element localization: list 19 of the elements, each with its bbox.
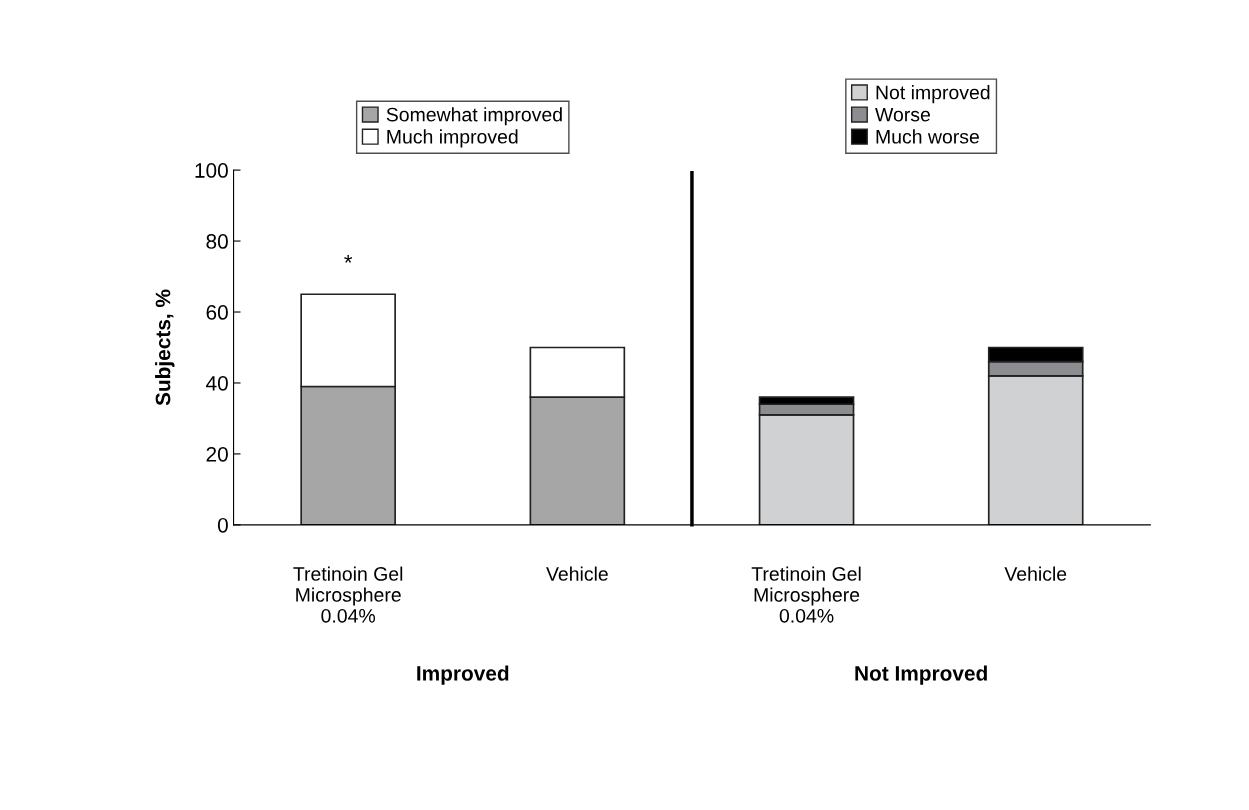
y-tick-label: 0 [217,517,228,533]
y-tick-label: 20 [206,446,228,462]
x-axis-title: Not Improved [855,665,987,685]
annotation: * [344,254,353,263]
y-tick-label: 40 [206,375,228,391]
x-tick-label: Vehicle [546,566,608,581]
y-tick-label: 100 [195,163,228,178]
x-tick-label: Vehicle [1004,566,1067,581]
legend-label: Much improved [387,129,518,148]
x-tick-label: Tretinoin Gel Microsphere 0.04% [751,566,861,623]
x-axis-title: Improved [417,665,509,685]
y-axis-title: Subjects, % [155,289,175,406]
legend-label: Worse [875,107,930,122]
legend-label: Not improved [876,85,990,104]
legend-label: Much worse [876,129,979,144]
legend-label: Somewhat improved [386,107,562,126]
x-tick-label: Tretinoin Gel Microsphere 0.04% [293,566,403,623]
y-tick-label: 80 [206,234,228,249]
y-tick-label: 60 [206,305,228,320]
